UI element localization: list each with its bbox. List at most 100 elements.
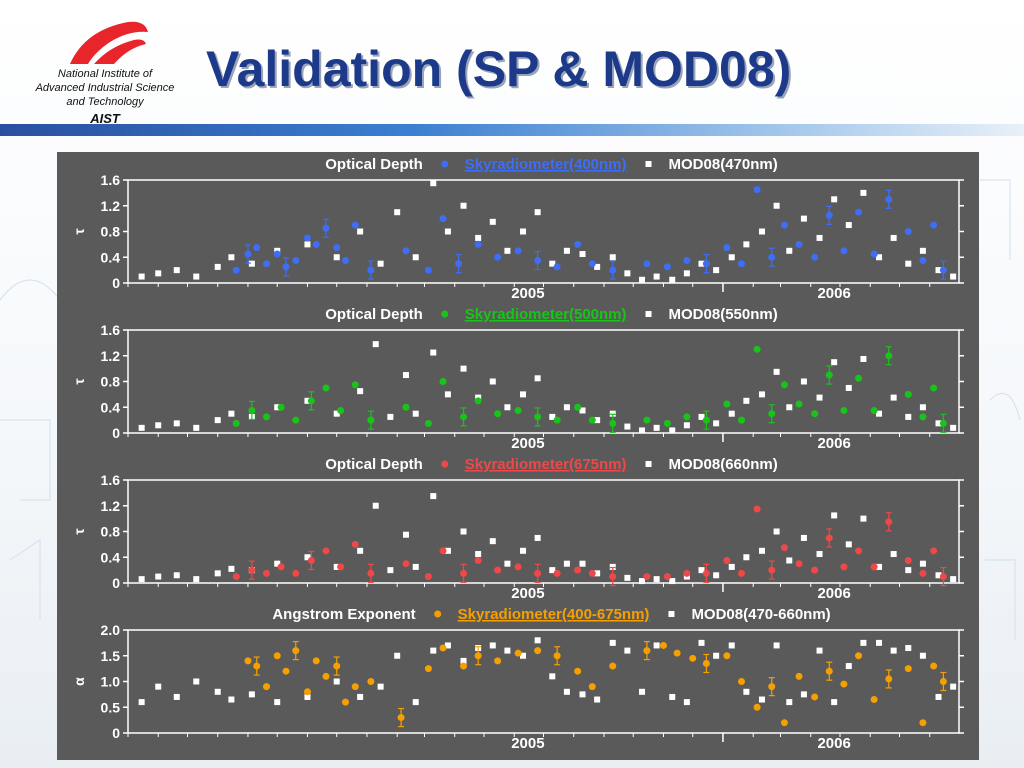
modis-point (728, 563, 735, 570)
modis-point (460, 528, 467, 535)
modis-point (639, 427, 646, 434)
legend-marker-skyradiometer (441, 310, 449, 318)
modis-point (193, 273, 200, 280)
modis-point (624, 270, 631, 277)
skyradiometer-point (795, 672, 803, 680)
skyradiometer-point (253, 662, 261, 670)
skyradiometer-point (643, 647, 651, 655)
skyradiometer-point (474, 652, 482, 660)
y-tick-label: 1.2 (101, 198, 121, 214)
modis-point (549, 673, 556, 680)
modis-point (919, 560, 926, 567)
modis-point (412, 410, 419, 417)
logo-line-2: Advanced Industrial Science (35, 82, 175, 94)
modis-point (520, 547, 527, 554)
skyradiometer-point (609, 662, 617, 670)
skyradiometer-point (263, 683, 270, 691)
skyradiometer-point (588, 569, 596, 577)
legend-marker-modis (645, 161, 652, 167)
skyradiometer-point (939, 678, 947, 685)
modis-point (430, 180, 437, 187)
modis-point (333, 678, 340, 685)
modis-point (624, 647, 631, 654)
modis-point (728, 642, 735, 649)
logo-line-1: National Institute of (57, 68, 153, 80)
modis-point (698, 413, 705, 420)
modis-point (155, 683, 162, 690)
skyradiometer-point (342, 256, 350, 264)
modis-point (214, 417, 221, 424)
skyradiometer-point (870, 250, 878, 258)
skyradiometer-point (780, 221, 788, 229)
y-tick-label: 0.4 (101, 549, 121, 565)
skyradiometer-point (768, 410, 776, 418)
y-tick-label: 0.8 (101, 224, 121, 240)
skyradiometer-point (643, 260, 651, 268)
modis-point (935, 572, 942, 579)
skyradiometer-point (588, 416, 596, 424)
modis-point (773, 368, 780, 375)
skyradiometer-point (424, 419, 432, 427)
y-tick-label: 1.2 (101, 348, 121, 364)
skyradiometer-point (474, 397, 482, 405)
skyradiometer-point (609, 573, 617, 581)
skyradiometer-point (232, 419, 240, 427)
y-axis-label: τ (71, 378, 87, 385)
y-tick-label: 0 (112, 575, 120, 591)
modis-point (935, 693, 942, 700)
y-tick-label: 1.0 (101, 674, 121, 690)
skyradiometer-point (780, 544, 788, 552)
modis-point (669, 276, 676, 283)
skyradiometer-point (312, 657, 320, 665)
modis-point (274, 699, 281, 706)
modis-point (173, 572, 180, 579)
modis-point (372, 341, 379, 348)
modis-point (504, 404, 511, 411)
modis-point (412, 699, 419, 706)
skyradiometer-point (534, 569, 542, 577)
modis-point (173, 693, 180, 700)
skyradiometer-point (424, 573, 432, 581)
modis-point (489, 538, 496, 545)
modis-point (713, 572, 720, 579)
modis-point (444, 228, 451, 235)
figure-panel: 0 0.4 0.8 1.2 1.6 τ 2005 2006 Optical Depth Skyra… (57, 152, 979, 760)
modis-point (743, 397, 750, 404)
skyradiometer-point (367, 678, 375, 685)
modis-point (402, 372, 409, 379)
modis-point (228, 565, 235, 572)
skyradiometer-point (303, 688, 311, 696)
modis-point (534, 375, 541, 382)
modis-point (460, 202, 467, 209)
modis-point (919, 404, 926, 411)
y-axis-label: α (71, 677, 87, 686)
skyradiometer-point (855, 374, 863, 382)
modis-point (816, 234, 823, 241)
skyradiometer-point (919, 256, 927, 264)
modis-point (333, 563, 340, 570)
modis-point (563, 247, 570, 254)
modis-point (430, 493, 437, 500)
skyradiometer-point (904, 665, 912, 673)
modis-point (743, 554, 750, 561)
modis-point (950, 576, 957, 583)
modis-point (919, 247, 926, 254)
skyradiometer-point (474, 556, 482, 564)
modis-point (387, 413, 394, 420)
header-band (0, 124, 1024, 136)
legend-label-modis: MOD08(470-660nm) (691, 606, 830, 623)
skyradiometer-point (702, 569, 710, 577)
legend-label-modis: MOD08(470nm) (669, 156, 778, 173)
skyradiometer-point (673, 649, 681, 657)
legend-label-skyradiometer: Skyradiometer(500nm) (465, 306, 627, 323)
modis-point (430, 647, 437, 654)
modis-point (402, 531, 409, 538)
skyradiometer-point (342, 698, 350, 706)
modis-point (876, 639, 883, 646)
skyradiometer-point (439, 547, 447, 555)
modis-point (831, 359, 838, 366)
modis-point (758, 696, 765, 703)
modis-point (905, 413, 912, 420)
legend-marker-modis (645, 311, 652, 317)
modis-point (758, 391, 765, 398)
